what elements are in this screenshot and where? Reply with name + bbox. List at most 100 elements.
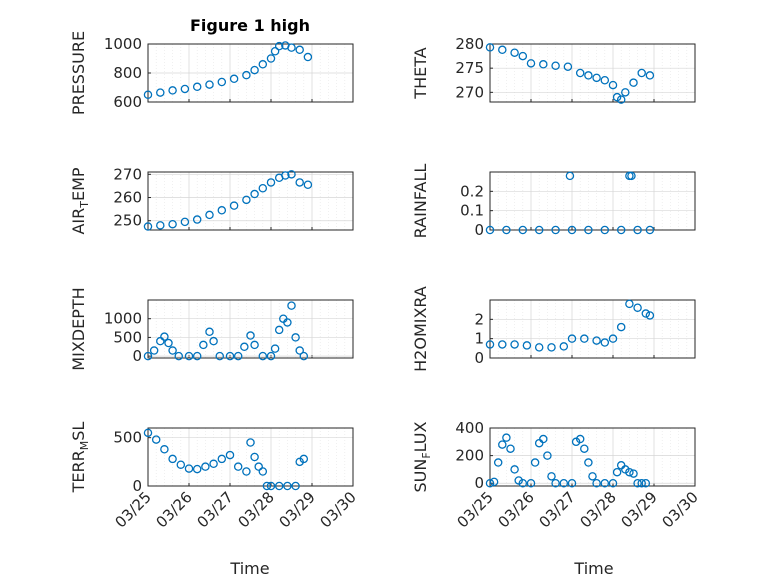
data-point	[291, 481, 300, 491]
data-point	[246, 438, 255, 447]
axes-border	[147, 427, 354, 487]
data-point	[192, 215, 202, 224]
data-point	[510, 465, 519, 474]
data-point	[242, 195, 251, 205]
data-point	[567, 478, 577, 488]
x-tick-label: 03/27	[194, 488, 237, 531]
data-point	[192, 351, 202, 361]
data-point	[534, 225, 544, 235]
data-point	[584, 71, 593, 80]
data-point	[633, 478, 642, 488]
panel-air-temp: 250 260 270 AIRTEMP	[69, 165, 354, 235]
data-point	[526, 59, 536, 68]
data-point	[174, 351, 183, 361]
data-point	[522, 341, 532, 350]
data-point	[530, 458, 540, 467]
data-point	[600, 225, 610, 235]
data-point	[547, 472, 556, 481]
data-point	[270, 47, 280, 56]
panel-rainfall: 00.1 0.2 RAINFALL	[411, 164, 696, 239]
data-point	[633, 303, 642, 312]
data-point	[621, 88, 630, 97]
data-point	[543, 451, 552, 460]
data-point	[645, 225, 655, 235]
data-point	[254, 462, 263, 471]
data-point	[168, 346, 177, 355]
y-tick-label: 500	[113, 429, 142, 447]
data-point	[627, 171, 636, 181]
data-point	[600, 338, 610, 347]
data-point	[551, 225, 560, 235]
y-tick-label: 600	[113, 93, 142, 111]
x-tick-label: 03/29	[618, 488, 661, 531]
axes-frame	[489, 299, 696, 359]
data-point	[489, 477, 499, 487]
data-point	[633, 225, 642, 235]
data-point	[291, 333, 300, 342]
x-tick-label: 03/26	[495, 488, 538, 531]
data-point	[551, 478, 560, 488]
y-tick-label: 1	[474, 330, 484, 348]
y-tick-label: 2	[474, 310, 484, 328]
data-point	[625, 299, 634, 309]
x-tick-label: 03/28	[235, 488, 278, 531]
data-point	[506, 444, 515, 453]
data-point	[229, 74, 239, 84]
data-point	[510, 340, 519, 349]
data-point	[240, 342, 249, 352]
data-point	[641, 478, 651, 488]
data-point	[258, 183, 268, 193]
data-point	[612, 92, 622, 102]
data-point	[303, 52, 313, 62]
y-tick-label: 270	[113, 165, 142, 183]
data-point	[551, 61, 560, 71]
y-tick-label: 270	[455, 83, 484, 101]
data-point	[539, 60, 548, 69]
data-point	[567, 334, 577, 343]
data-point	[502, 433, 511, 442]
axes-frame	[489, 427, 696, 487]
data-point	[641, 309, 651, 318]
x-tick-label: 03/29	[276, 488, 319, 531]
data-point	[565, 171, 575, 181]
y-tick-label: 500	[113, 328, 142, 346]
data-point	[164, 338, 173, 348]
axes-frame	[147, 299, 354, 359]
data-point	[217, 77, 227, 87]
data-point	[287, 301, 296, 310]
data-point	[192, 82, 202, 92]
data-point	[608, 334, 618, 343]
data-point	[250, 340, 259, 350]
data-point	[233, 462, 243, 471]
data-point	[559, 342, 569, 351]
data-point	[592, 336, 601, 345]
y-tick-label: 275	[455, 59, 484, 77]
data-point	[229, 201, 239, 210]
y-tick-label: 0.1	[460, 202, 484, 220]
data-point	[281, 171, 290, 180]
data-point	[584, 225, 593, 235]
y-tick-label: 800	[113, 64, 142, 82]
data-point	[242, 70, 251, 80]
data-point	[600, 478, 610, 488]
data-point	[149, 346, 159, 355]
data-point	[180, 217, 190, 227]
data-point	[168, 86, 177, 95]
data-point	[588, 472, 597, 481]
data-point	[299, 351, 309, 361]
x-tick-label: 03/25	[454, 488, 497, 531]
data-point	[485, 43, 495, 52]
panel-terr-msl: 03/2503/2603/2703/2803/2903/300500TERRMS…	[69, 422, 360, 532]
data-point	[205, 210, 214, 220]
data-point	[143, 351, 153, 361]
data-point	[592, 478, 601, 488]
data-point	[502, 225, 511, 235]
data-point	[625, 467, 634, 477]
y-tick-label: 0.2	[460, 182, 484, 200]
axes-frame	[147, 171, 354, 231]
data-point	[510, 48, 519, 57]
axes-border	[489, 299, 696, 359]
axes-border	[489, 43, 696, 103]
data-point	[592, 73, 601, 83]
